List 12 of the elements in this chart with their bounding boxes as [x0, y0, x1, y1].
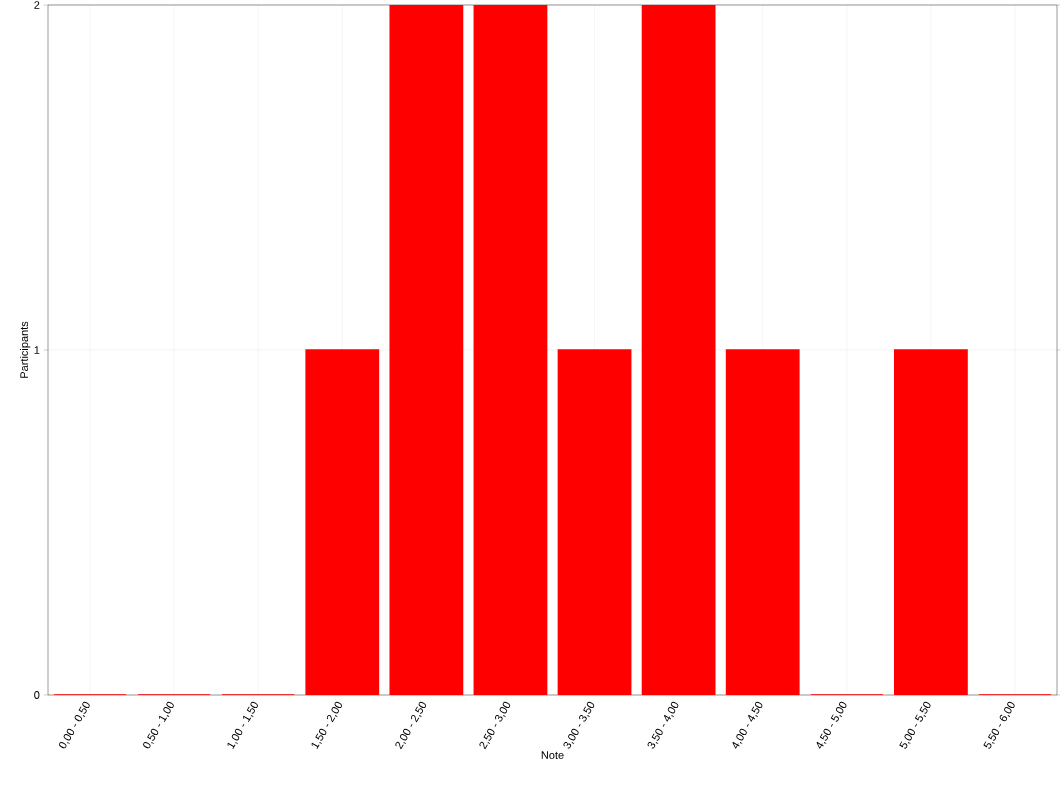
y-tick-label: 2 — [34, 1, 40, 9]
bar — [641, 4, 716, 695]
bar — [725, 349, 800, 695]
bar — [305, 349, 380, 695]
y-tick-label: 0 — [34, 691, 40, 699]
bar — [557, 349, 632, 695]
y-tick-label: 1 — [34, 346, 40, 354]
bar — [389, 4, 464, 695]
bar — [473, 4, 548, 695]
bar — [893, 349, 968, 695]
y-axis-title: Participants — [19, 321, 31, 378]
x-axis-title: Note — [541, 751, 564, 759]
